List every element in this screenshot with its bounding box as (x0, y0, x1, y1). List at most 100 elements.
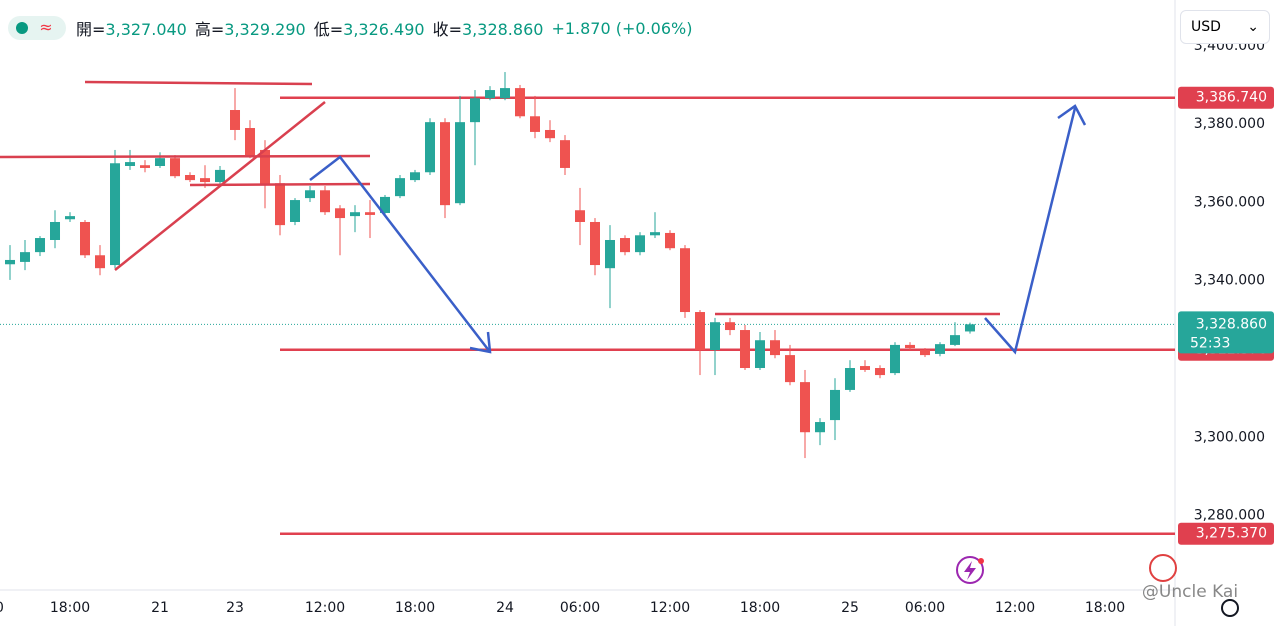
candle-body (889, 344, 900, 374)
ohlc-label: 收= (432, 20, 462, 39)
icon (978, 558, 984, 564)
x-tick-label: 12:00 (305, 600, 345, 616)
candle-body (589, 221, 600, 266)
arrow-head (1057, 104, 1087, 126)
toggle[interactable] (8, 16, 66, 40)
ohlc-label: 開= (76, 20, 106, 39)
ohlc-value: 3,327.040 (105, 20, 187, 39)
drawings (0, 80, 1087, 355)
candle-body (739, 330, 750, 369)
arrow (984, 107, 1077, 355)
ohlc-label: 高= (194, 20, 225, 39)
candle-body (560, 140, 571, 168)
icon[interactable] (956, 556, 984, 584)
candle-body (664, 232, 675, 249)
candle-body (185, 175, 196, 181)
arrow-head (469, 331, 492, 354)
price-label: 3,386.740 (1196, 90, 1267, 106)
candle-body (410, 172, 421, 181)
dot (16, 22, 28, 34)
x-tick-label: 18:00 (1085, 600, 1125, 616)
x-tick-label: 18:00 (50, 600, 90, 616)
countdown: 52:33 (1190, 335, 1230, 351)
candle-body (515, 88, 526, 117)
candle-body (335, 208, 346, 219)
candle-body (155, 158, 166, 166)
x-tick-label: 25 (841, 600, 859, 616)
watermark: @Uncle Kai (1142, 582, 1238, 602)
candle-body (649, 232, 660, 236)
currency-select[interactable]: USD ⌄ (1180, 10, 1270, 44)
candle-body (320, 190, 331, 213)
candle-body (949, 335, 960, 345)
candle-body (65, 216, 76, 220)
candle-body (485, 90, 496, 99)
candle-body (784, 355, 795, 383)
icon (964, 561, 976, 580)
candle-body (530, 116, 541, 132)
candle-body (365, 212, 376, 215)
icons (956, 554, 1239, 617)
chevron: ⌄ (1247, 19, 1259, 35)
x-tick-label: 06:00 (905, 600, 945, 616)
plot (0, 72, 1175, 535)
candle-body (859, 366, 870, 370)
candle-body (260, 149, 271, 186)
ohlc-value: 3,329.290 (224, 20, 306, 39)
candle-body (245, 128, 256, 156)
candle-body (619, 238, 630, 253)
candle-body (545, 129, 556, 139)
candle-body (5, 259, 16, 265)
candle-body (275, 183, 286, 226)
candle-body (95, 255, 106, 269)
candle-body (829, 389, 840, 421)
candle-body (170, 158, 181, 177)
candle-body (455, 122, 466, 204)
settings-icon[interactable] (1221, 599, 1239, 617)
candle-body (110, 163, 121, 266)
candle-body (575, 210, 586, 222)
arrow (309, 155, 491, 353)
candle-body (470, 98, 481, 123)
candle-body (724, 322, 735, 331)
x-tick-label: 12:00 (650, 600, 690, 616)
candle-body (440, 122, 451, 206)
candle-body (814, 422, 825, 433)
price-label: 3,275.370 (1196, 526, 1267, 542)
price-label-box (1178, 522, 1274, 545)
toggles: ≈ (8, 16, 66, 40)
trend-line (84, 80, 313, 86)
candle-body (679, 248, 690, 313)
icon: ≈ (39, 18, 52, 37)
candle-body (799, 382, 810, 433)
y-tick-label: 3,360.000 (1194, 194, 1265, 210)
candle-body (919, 350, 930, 356)
y-tick-label: 3,380.000 (1194, 116, 1265, 132)
candle-body (290, 200, 301, 222)
candle-body (604, 239, 615, 269)
x-tick-label: 06:00 (560, 600, 600, 616)
candle-body (694, 312, 705, 351)
candle-body (844, 368, 855, 390)
candle-body (874, 368, 885, 376)
change: +1.870 (+0.06%) (551, 18, 693, 38)
y-tick-label: 3,300.000 (1194, 429, 1265, 445)
candle-body (634, 235, 645, 253)
x-tick-label: 21 (151, 600, 169, 616)
currency: USD (1191, 19, 1221, 35)
x-tick-label: 12:00 (995, 600, 1035, 616)
x-tick-label: 24 (496, 600, 514, 616)
candle-body (140, 165, 151, 168)
candle-body (709, 322, 720, 351)
candle-body (395, 178, 406, 197)
flag-icon[interactable] (1149, 554, 1177, 582)
candle-body (964, 324, 975, 332)
header: ≈ 開=3,327.040 高=3,329.290 低=3,326.490 收=3,3… (8, 14, 693, 42)
candle-body (305, 190, 316, 199)
candle-body (125, 162, 136, 166)
x-tick-label: 23 (226, 600, 244, 616)
price-label-box (1178, 86, 1274, 109)
y-tick-label: 3,280.000 (1194, 508, 1265, 524)
